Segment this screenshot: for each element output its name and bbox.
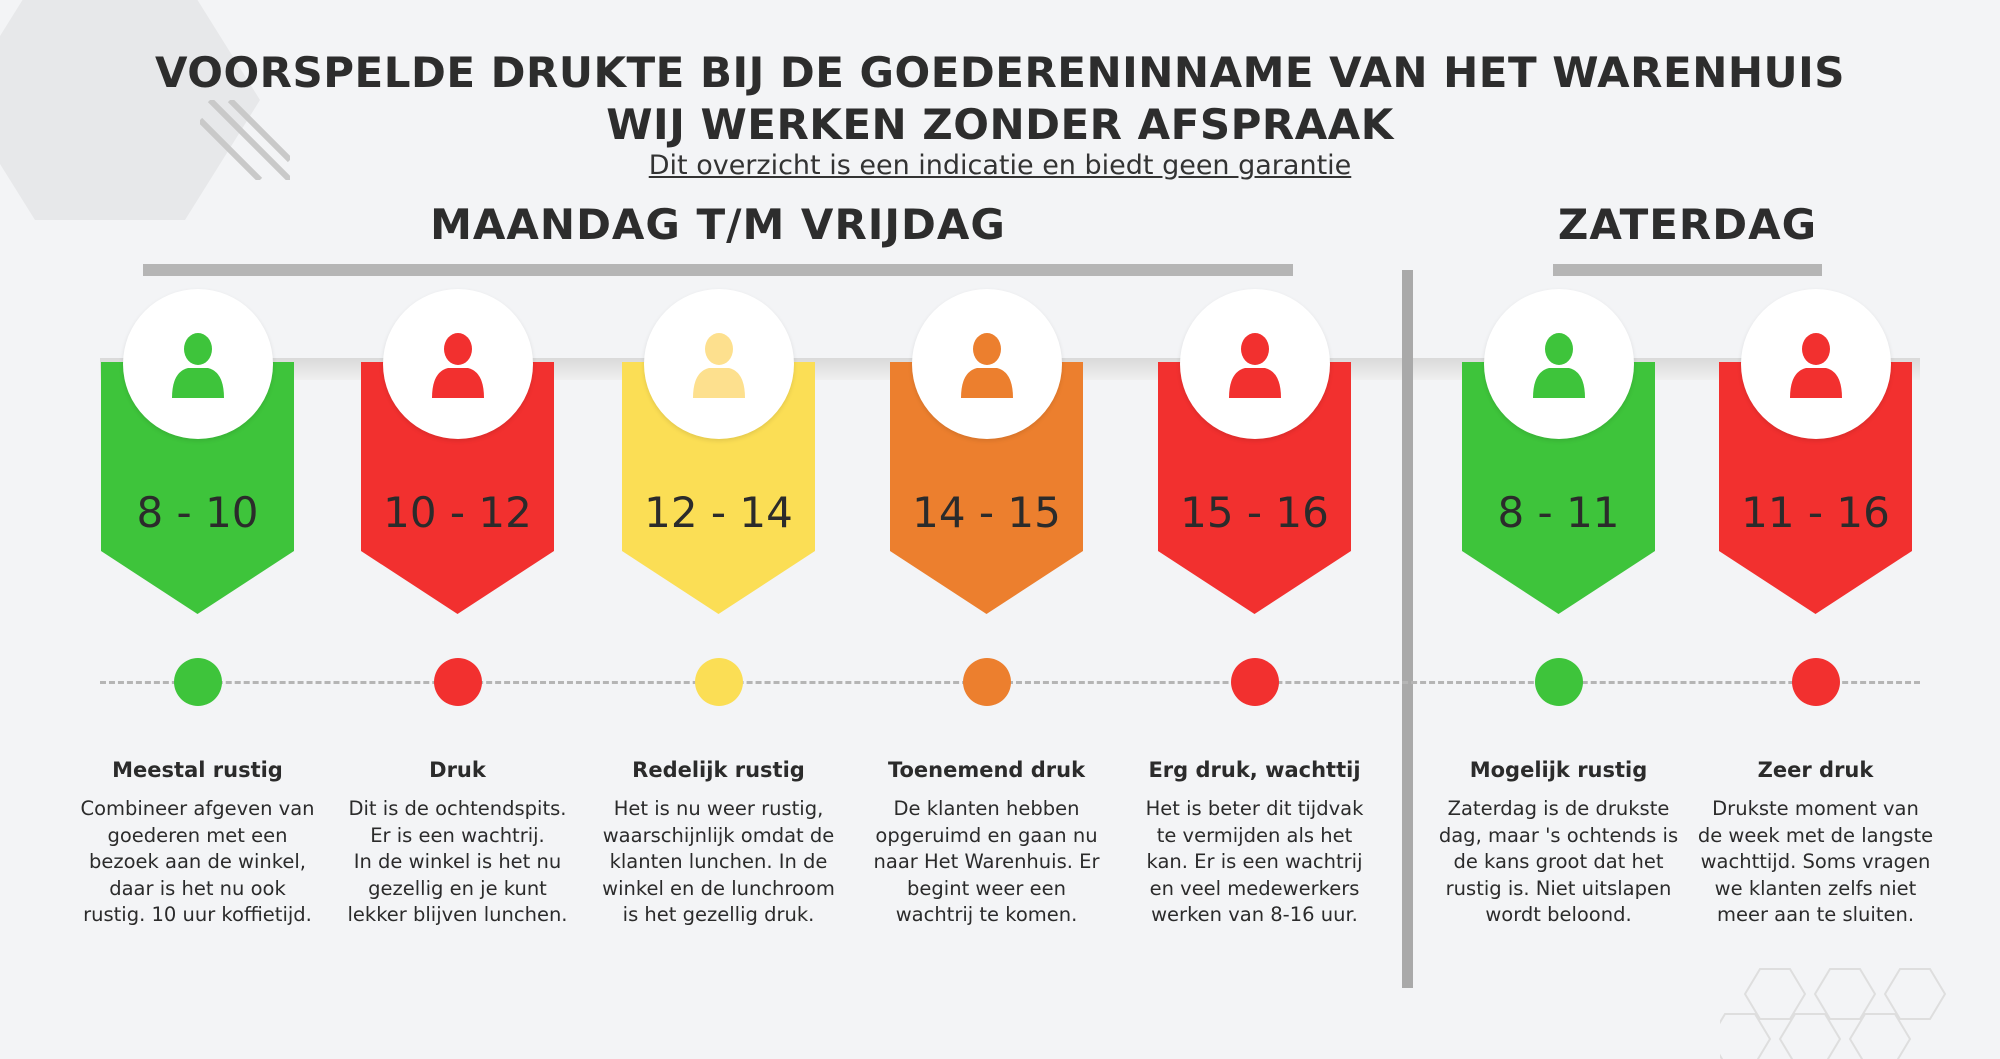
disclaimer: Dit overzicht is een indicatie en biedt …: [648, 150, 1352, 181]
page-title: VOORSPELDE DRUKTE BIJ DE GOEDERENINNAME …: [154, 48, 1845, 97]
status-description: Zaterdag is de drukste dag, maar 's ochte…: [1429, 796, 1689, 929]
person-icon: [1228, 333, 1281, 398]
time-range: 14 - 15: [912, 488, 1061, 537]
description-line: de kans groot dat het: [1453, 850, 1664, 873]
icon-circle: [382, 289, 533, 439]
description-line: De klanten hebben: [893, 797, 1080, 820]
description-line: wordt beloond.: [1485, 903, 1632, 926]
description-line: In de winkel is het nu: [353, 850, 562, 873]
status-label: Druk: [429, 758, 486, 782]
status-label: Mogelijk rustig: [1469, 758, 1648, 782]
section-divider: [1402, 270, 1413, 988]
description-line: wachtrij te komen.: [895, 903, 1078, 926]
description-line: waarschijnlijk omdat de: [602, 823, 835, 847]
description-line: Combineer afgeven van: [80, 797, 315, 820]
description-line: opgeruimd en gaan nu: [875, 823, 1098, 847]
description-line: te vermijden als het: [1156, 823, 1353, 847]
description-line: meer aan te sluiten.: [1716, 903, 1915, 926]
person-icon: [960, 333, 1013, 398]
page-subtitle-heading: WIJ WERKEN ZONDER AFSPRAAK: [606, 100, 1394, 149]
time-range: 8 - 10: [136, 488, 259, 537]
status-description: Combineer afgeven van goederen met een bez…: [68, 796, 328, 929]
timeline-dot: [173, 658, 222, 706]
person-icon: [1532, 333, 1585, 398]
time-range: 12 - 14: [644, 488, 793, 537]
saturday-heading: ZATERDAG: [1557, 200, 1818, 249]
description-line: en veel medewerkers: [1149, 876, 1360, 900]
icon-circle: [911, 289, 1062, 439]
decorative-stripes: [200, 100, 290, 180]
saturday-bar: [1553, 264, 1822, 276]
person-icon: [431, 333, 484, 398]
status-label: Meestal rustig: [112, 758, 283, 782]
icon-circle: [1740, 289, 1891, 439]
timeline-dot: [433, 658, 482, 706]
time-range: 8 - 11: [1497, 488, 1620, 537]
description-line: de week met de langste: [1697, 823, 1934, 847]
person-icon: [692, 333, 745, 398]
status-description: Het is nu weer rustig, waarschijnlijk omd…: [589, 796, 849, 929]
timeline-dot: [1230, 658, 1279, 706]
icon-circle: [1483, 289, 1634, 439]
timeline-dot: [962, 658, 1011, 706]
icon-circle: [122, 289, 273, 439]
status-description: Drukste moment van de week met de langste…: [1686, 796, 1946, 929]
decorative-honeycomb: [1720, 968, 1947, 1059]
weekdays-bar: [143, 264, 1293, 276]
status-label: Erg druk, wachttij: [1148, 758, 1361, 782]
icon-circle: [643, 289, 794, 439]
description-line: klanten lunchen. In de: [609, 850, 828, 873]
description-line: gezellig en je kunt: [368, 876, 547, 900]
time-range: 11 - 16: [1741, 488, 1890, 537]
status-label: Redelijk rustig: [632, 758, 805, 782]
description-line: Zaterdag is de drukste: [1447, 797, 1670, 820]
description-line: lekker blijven lunchen.: [347, 903, 568, 926]
person-icon: [1789, 333, 1842, 398]
timeline-dot: [1534, 658, 1583, 706]
status-description: Dit is de ochtendspits. Er is een wachtri…: [328, 796, 588, 929]
description-line: begint weer een: [907, 876, 1066, 900]
description-line: Dit is de ochtendspits.: [348, 797, 567, 820]
description-line: rustig is. Niet uitslapen: [1445, 876, 1672, 900]
time-range: 15 - 16: [1180, 488, 1329, 537]
time-range: 10 - 12: [383, 488, 532, 537]
person-icon: [171, 333, 224, 398]
description-line: rustig. 10 uur koffietijd.: [83, 903, 312, 926]
description-line: bezoek aan de winkel,: [89, 850, 306, 873]
timeline-dot: [694, 658, 743, 706]
description-line: naar Het Warenhuis. Er: [873, 850, 1100, 873]
status-description: Het is beter dit tijdvak te vermijden als…: [1125, 796, 1385, 929]
description-line: goederen met een: [107, 823, 288, 847]
timeline-dot: [1791, 658, 1840, 706]
description-line: Het is beter dit tijdvak: [1145, 797, 1364, 820]
description-line: winkel en de lunchroom: [602, 876, 835, 900]
description-line: Drukste moment van: [1712, 797, 1919, 820]
status-label: Toenemend druk: [887, 758, 1086, 782]
description-line: werken van 8-16 uur.: [1151, 903, 1358, 926]
description-line: daar is het nu ook: [109, 876, 286, 900]
status-label: Zeer druk: [1757, 758, 1874, 782]
description-line: we klanten zelfs niet: [1714, 876, 1917, 900]
description-line: Er is een wachtrij.: [370, 823, 545, 847]
weekdays-heading: MAANDAG T/M VRIJDAG: [430, 200, 1006, 249]
description-line: kan. Er is een wachtrij: [1146, 850, 1363, 873]
description-line: wachttijd. Soms vragen: [1700, 850, 1931, 873]
description-line: is het gezellig druk.: [622, 903, 815, 926]
description-line: dag, maar 's ochtends is: [1438, 823, 1679, 847]
description-line: Het is nu weer rustig,: [613, 797, 824, 820]
icon-circle: [1179, 289, 1330, 439]
status-description: De klanten hebben opgeruimd en gaan nu naa…: [857, 796, 1117, 929]
